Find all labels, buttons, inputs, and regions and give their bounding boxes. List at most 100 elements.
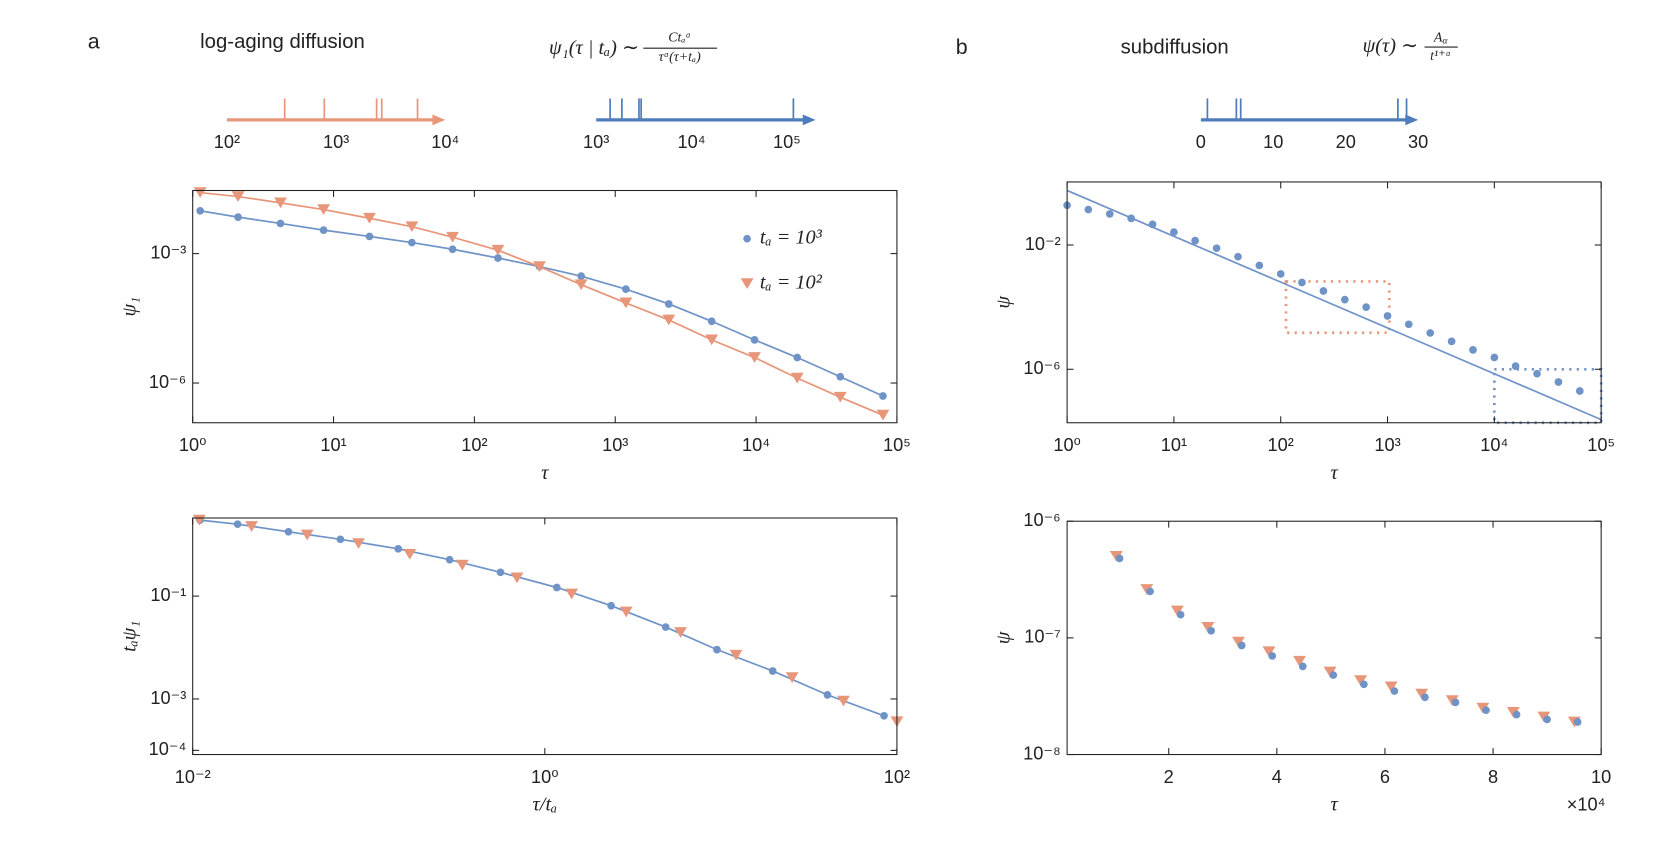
marker xyxy=(552,583,561,592)
y-tick-label: 10⁻⁴ xyxy=(149,739,187,759)
marker xyxy=(661,623,670,631)
marker xyxy=(496,568,505,577)
x-multiplier: ×10⁴ xyxy=(1567,795,1606,815)
marker xyxy=(1146,587,1154,596)
marker xyxy=(1268,652,1277,660)
marker xyxy=(1383,312,1392,320)
marker xyxy=(491,244,505,256)
marker xyxy=(231,191,245,202)
marker xyxy=(1469,346,1477,354)
marker xyxy=(836,372,845,381)
plot-frame xyxy=(1066,520,1602,756)
marker xyxy=(1426,329,1435,337)
marker xyxy=(405,221,419,233)
marker xyxy=(876,409,890,421)
marker xyxy=(879,392,887,400)
marker xyxy=(705,334,719,346)
zoom-box xyxy=(1493,367,1603,425)
timeline-arrowhead xyxy=(802,114,816,126)
marker xyxy=(455,559,469,571)
panel-title: subdiffusion xyxy=(1121,37,1229,59)
plot-frame xyxy=(192,189,898,424)
marker xyxy=(837,695,850,707)
timeline-tick-label: 10⁵ xyxy=(773,132,801,152)
x-tick-label: 4 xyxy=(1272,767,1282,787)
y-axis-label: ψ xyxy=(993,296,1015,309)
x-tick-label: 10⁵ xyxy=(1587,435,1615,455)
marker xyxy=(533,261,546,272)
x-tick-label: 6 xyxy=(1380,767,1390,787)
x-tick-label: 2 xyxy=(1164,767,1174,787)
marker xyxy=(1421,693,1429,702)
x-tick-label: 10⁵ xyxy=(883,435,911,455)
timeline-tick-label: 10³ xyxy=(323,132,349,152)
timeline-tick-label: 20 xyxy=(1336,132,1356,152)
marker xyxy=(394,544,403,553)
marker xyxy=(1170,605,1184,617)
marker xyxy=(1237,641,1246,650)
marker xyxy=(1329,671,1338,679)
marker xyxy=(1533,369,1541,378)
plot-area xyxy=(192,514,904,728)
marker xyxy=(510,572,524,584)
x-tick-label: 10⁰ xyxy=(531,767,559,787)
legend-marker xyxy=(743,234,751,243)
marker xyxy=(1293,655,1306,667)
series-line xyxy=(199,519,885,717)
marker xyxy=(823,691,832,699)
x-axis-label: τ xyxy=(541,462,549,484)
x-axis-label: τ/tₐ xyxy=(533,794,558,816)
marker xyxy=(1554,378,1563,386)
marker xyxy=(768,667,777,675)
y-axis-label: ψ₁ xyxy=(118,297,140,317)
marker xyxy=(1360,680,1368,689)
marker xyxy=(1354,675,1368,686)
y-tick-label: 10⁻³ xyxy=(150,242,186,262)
marker xyxy=(1176,610,1185,619)
marker xyxy=(619,606,633,618)
marker xyxy=(1573,718,1582,726)
timeline-arrowhead xyxy=(432,114,446,126)
marker xyxy=(1415,688,1429,700)
numerator-base: A xyxy=(1433,31,1443,46)
timeline-tick-label: 10³ xyxy=(583,132,609,152)
panel-label: a xyxy=(88,29,100,53)
timeline-tick-label: 30 xyxy=(1408,132,1428,152)
marker xyxy=(574,279,588,291)
marker xyxy=(1084,205,1093,214)
y-tick-label: 10⁻⁶ xyxy=(149,372,186,392)
marker xyxy=(445,555,454,564)
series-line xyxy=(1066,189,1602,421)
marker xyxy=(1232,636,1245,648)
marker xyxy=(408,238,416,247)
x-tick-label: 10 xyxy=(1591,767,1611,787)
marker xyxy=(729,649,743,661)
marker xyxy=(300,529,314,541)
marker xyxy=(748,352,761,363)
marker xyxy=(319,226,328,234)
plot-frame xyxy=(192,517,898,756)
marker xyxy=(352,538,365,549)
marker xyxy=(785,672,799,683)
marker xyxy=(1276,270,1285,278)
formula-lhs: ψ₁(τ | tₐ) ∼ xyxy=(549,37,639,59)
plot-area xyxy=(193,187,890,421)
timeline-tick-label: 0 xyxy=(1196,132,1206,152)
marker xyxy=(664,300,673,308)
formula-denominator: t¹⁺ᵅ xyxy=(1430,49,1451,64)
marker xyxy=(1384,681,1398,693)
legend-marker xyxy=(740,278,754,289)
marker xyxy=(1323,666,1337,678)
marker xyxy=(245,521,258,532)
marker xyxy=(276,219,285,228)
plot-area xyxy=(1109,550,1582,728)
y-axis-label: ψ xyxy=(993,631,1015,644)
marker xyxy=(1170,228,1178,236)
marker xyxy=(1506,706,1520,718)
plot-area xyxy=(1063,189,1603,425)
y-tick-label: 10⁻¹ xyxy=(150,585,186,605)
marker xyxy=(880,711,888,720)
marker xyxy=(1340,295,1349,304)
